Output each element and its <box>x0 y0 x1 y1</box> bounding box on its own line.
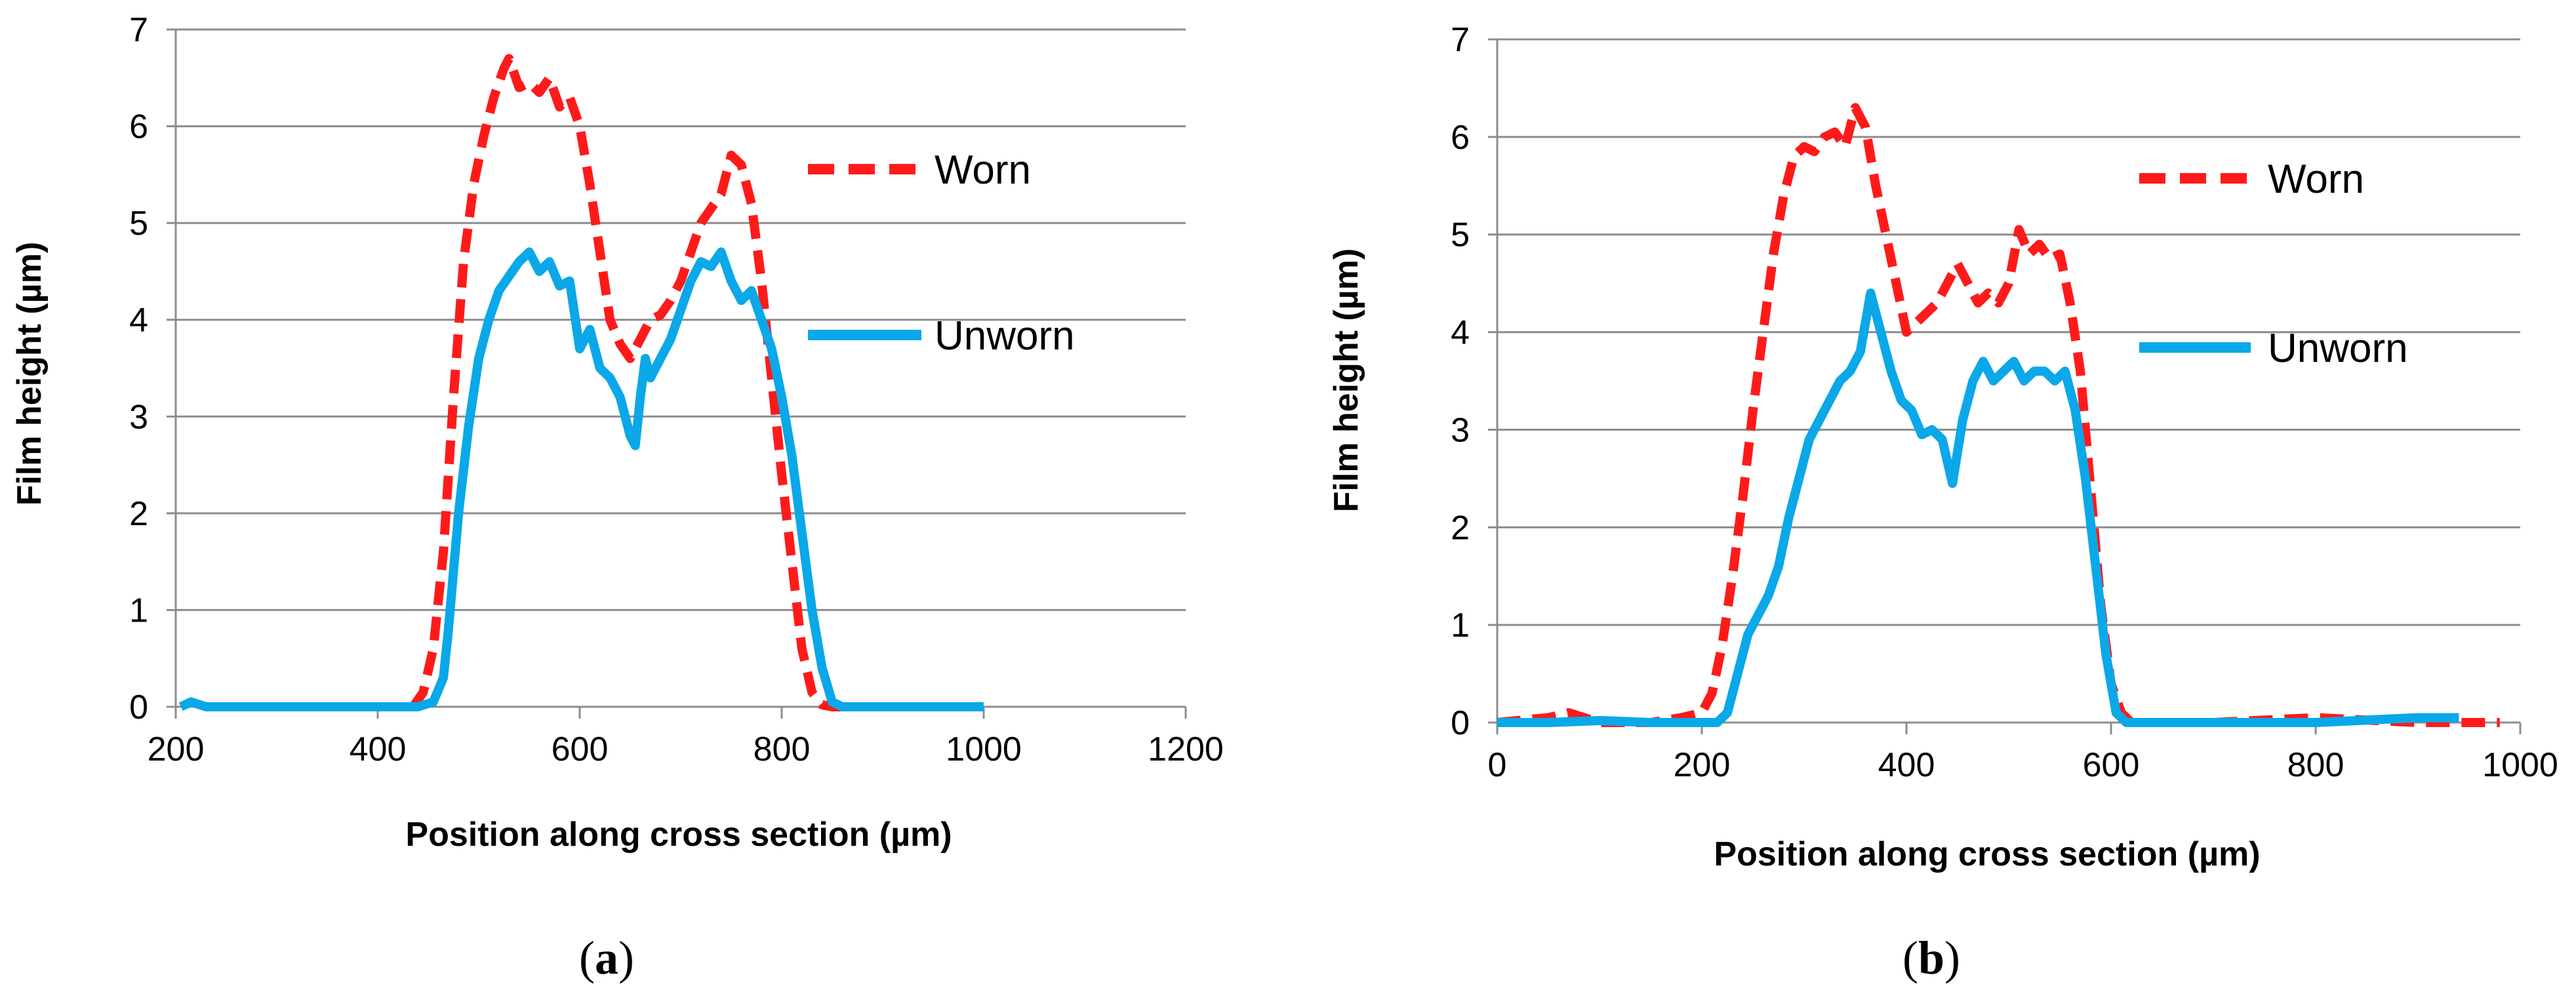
caption-open-paren: ( <box>579 932 595 984</box>
legend-label-worn: Worn <box>935 148 1031 193</box>
y-tick-label: 6 <box>129 108 148 146</box>
legend: Worn Unworn <box>2139 157 2408 371</box>
y-tick-label: 7 <box>1451 21 1470 59</box>
x-tick-label: 400 <box>350 730 407 768</box>
y-tick-labels: 0 1 2 3 4 5 6 7 <box>1451 21 1470 742</box>
y-tick-label: 2 <box>1451 509 1470 547</box>
y-tick-label: 3 <box>1451 411 1470 449</box>
series-line-unworn <box>178 247 984 711</box>
x-tick-label: 1000 <box>946 730 1022 768</box>
x-tick-labels: 0 200 400 600 800 1000 <box>1488 746 2558 784</box>
legend-label-unworn: Unworn <box>935 313 1075 359</box>
series-line-worn <box>1497 103 2500 727</box>
y-tick-label: 2 <box>129 495 148 533</box>
series-lines <box>178 54 984 711</box>
chart-panel-b: 0 1 2 3 4 5 6 7 0 200 400 600 800 1000 Film height (… <box>1327 21 2558 984</box>
x-tick-label: 600 <box>552 730 609 768</box>
y-tick-label: 5 <box>1451 216 1470 254</box>
y-tick-label: 0 <box>129 688 148 726</box>
x-tick-label: 200 <box>1674 746 1731 784</box>
x-tick-label: 0 <box>1488 746 1507 784</box>
y-tick-label: 6 <box>1451 119 1470 157</box>
gridlines <box>176 28 1186 611</box>
x-axis-label: Position along cross section (µm) <box>1714 835 2260 873</box>
series-line-worn <box>409 54 974 711</box>
caption-open-paren: ( <box>1902 932 1918 984</box>
caption-letter: b <box>1918 932 1944 984</box>
series-line-unworn <box>1497 288 2459 727</box>
x-tick-label: 1200 <box>1148 730 1224 768</box>
y-tick-label: 5 <box>129 205 148 243</box>
y-axis-label: Film height (µm) <box>1327 248 1365 513</box>
x-tick-label: 600 <box>2083 746 2140 784</box>
series-lines <box>1497 103 2500 727</box>
y-tick-label: 3 <box>129 398 148 436</box>
y-tick-label: 0 <box>1451 704 1470 742</box>
legend-label-worn: Worn <box>2268 157 2364 202</box>
x-tick-label: 800 <box>754 730 811 768</box>
x-tick-labels: 200 400 600 800 1000 1200 <box>148 730 1224 768</box>
x-tick-label: 1000 <box>2482 746 2558 784</box>
x-tick-label: 400 <box>1878 746 1935 784</box>
legend-label-unworn: Unworn <box>2268 326 2408 371</box>
y-tick-label: 4 <box>129 302 148 340</box>
caption-close-paren: ) <box>618 932 634 984</box>
y-tick-label: 1 <box>129 591 148 629</box>
x-axis-label: Position along cross section (µm) <box>405 816 952 854</box>
y-tick-label: 1 <box>1451 606 1470 645</box>
x-tick-label: 200 <box>148 730 205 768</box>
legend: Worn Unworn <box>808 148 1075 359</box>
caption-letter: a <box>595 932 618 984</box>
y-axis-label: Film height (µm) <box>10 242 49 506</box>
x-tick-label: 800 <box>2287 746 2345 784</box>
y-tick-label: 7 <box>129 11 148 49</box>
y-tick-labels: 0 1 2 3 4 5 6 7 <box>129 11 148 726</box>
gridlines <box>1497 38 2520 626</box>
panel-caption: (b) <box>1902 932 1960 984</box>
y-tick-label: 4 <box>1451 314 1470 352</box>
axes <box>1488 38 2522 734</box>
panel-caption: (a) <box>579 932 634 984</box>
chart-panel-a: 0 1 2 3 4 5 6 7 200 400 600 800 1000 1200 Film heigh… <box>10 11 1224 984</box>
caption-close-paren: ) <box>1944 932 1960 984</box>
axes <box>167 28 1187 719</box>
